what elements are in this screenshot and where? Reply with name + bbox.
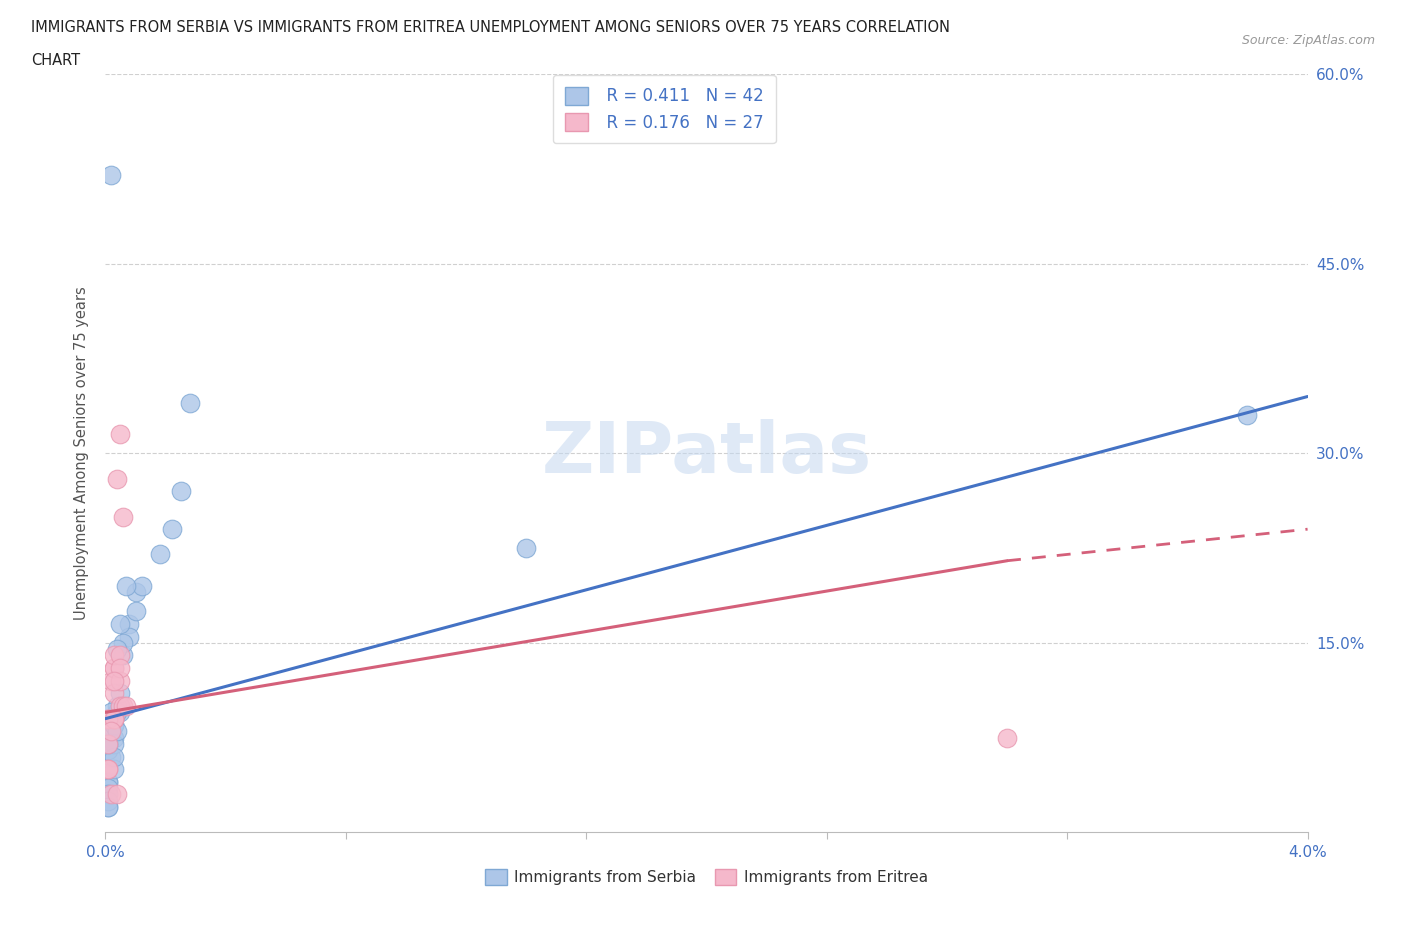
Point <box>97 737 120 751</box>
Point <box>97 787 120 802</box>
Point <box>100 724 122 738</box>
Point <box>118 617 141 631</box>
Point <box>110 698 132 713</box>
Point <box>169 484 191 498</box>
Point <box>110 698 132 713</box>
Text: ZIPatlas: ZIPatlas <box>541 418 872 488</box>
Point <box>97 711 120 726</box>
Point <box>112 635 135 650</box>
Point <box>1236 408 1258 423</box>
Point <box>160 522 183 537</box>
Point <box>100 673 122 688</box>
Point <box>103 750 125 764</box>
Point <box>103 648 125 663</box>
Point <box>110 686 132 701</box>
Point <box>103 737 125 751</box>
Point <box>97 737 120 751</box>
Point <box>97 775 120 790</box>
Point <box>110 617 132 631</box>
Point <box>103 686 125 701</box>
Point <box>107 705 129 720</box>
Point <box>100 750 122 764</box>
Point <box>124 585 146 600</box>
Y-axis label: Unemployment Among Seniors over 75 years: Unemployment Among Seniors over 75 years <box>73 286 89 620</box>
Point <box>148 547 170 562</box>
Point <box>103 711 125 726</box>
Point <box>103 762 125 777</box>
Text: IMMIGRANTS FROM SERBIA VS IMMIGRANTS FROM ERITREA UNEMPLOYMENT AMONG SENIORS OVE: IMMIGRANTS FROM SERBIA VS IMMIGRANTS FRO… <box>31 20 950 35</box>
Point <box>107 472 129 486</box>
Point <box>97 780 120 795</box>
Point <box>112 648 135 663</box>
Point <box>107 787 129 802</box>
Point <box>118 629 141 644</box>
Point <box>103 660 125 675</box>
Point <box>97 762 120 777</box>
Point <box>97 800 120 815</box>
Point <box>110 705 132 720</box>
Point <box>179 395 201 410</box>
Point <box>97 762 120 777</box>
Point <box>100 705 122 720</box>
Point <box>97 711 120 726</box>
Point <box>110 673 132 688</box>
Point <box>103 711 125 726</box>
Point <box>112 698 135 713</box>
Point <box>103 673 125 688</box>
Point <box>107 698 129 713</box>
Point <box>103 711 125 726</box>
Point <box>995 730 1018 745</box>
Point <box>124 604 146 618</box>
Legend: Immigrants from Serbia, Immigrants from Eritrea: Immigrants from Serbia, Immigrants from … <box>478 861 935 893</box>
Point <box>103 711 125 726</box>
Point <box>115 578 138 593</box>
Point <box>107 724 129 738</box>
Point <box>97 775 120 790</box>
Point <box>112 509 135 524</box>
Point <box>110 660 132 675</box>
Point <box>131 578 153 593</box>
Point <box>100 168 122 183</box>
Text: CHART: CHART <box>31 53 80 68</box>
Point <box>110 648 132 663</box>
Point <box>103 718 125 733</box>
Point <box>110 427 132 442</box>
Point <box>100 787 122 802</box>
Point <box>100 724 122 738</box>
Point <box>107 642 129 657</box>
Point <box>103 730 125 745</box>
Point <box>97 793 120 808</box>
Point <box>103 718 125 733</box>
Point <box>97 743 120 758</box>
Point <box>115 698 138 713</box>
Point <box>515 540 537 555</box>
Point <box>97 800 120 815</box>
Text: Source: ZipAtlas.com: Source: ZipAtlas.com <box>1241 34 1375 47</box>
Point <box>103 660 125 675</box>
